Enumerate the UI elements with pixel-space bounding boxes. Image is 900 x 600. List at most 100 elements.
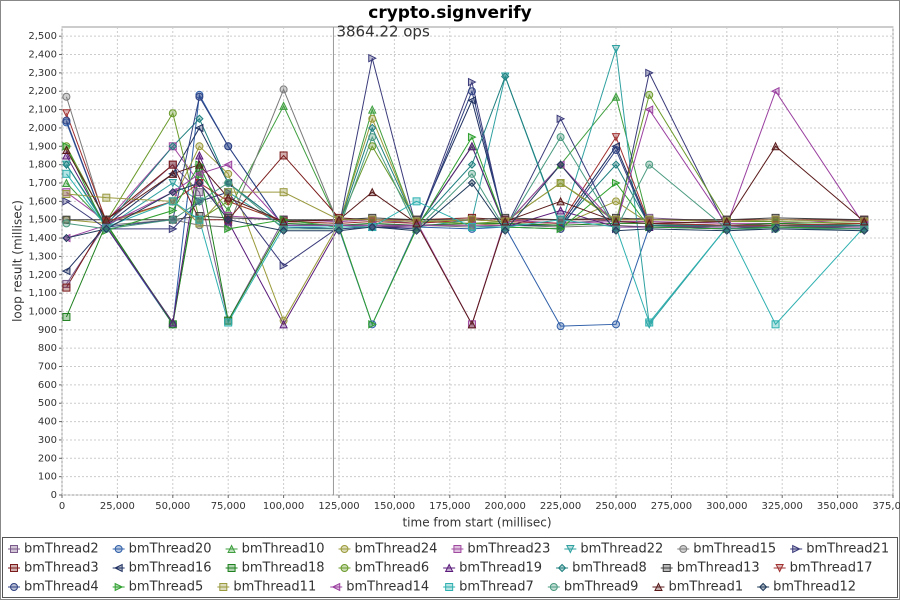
marker [368, 320, 377, 329]
marker [62, 145, 71, 154]
y-tick-label: 1,700 [28, 178, 57, 189]
marker [168, 169, 177, 179]
legend-label: bmThread13 [677, 561, 760, 576]
legend-label: bmThread17 [790, 561, 873, 576]
legend-item: bmThread21 [790, 542, 889, 557]
marker [114, 563, 123, 573]
marker [771, 224, 780, 234]
marker [611, 92, 621, 101]
marker [224, 224, 233, 234]
marker [611, 226, 621, 235]
legend-label: bmThread5 [129, 580, 204, 595]
marker [556, 133, 565, 142]
marker [367, 217, 377, 227]
marker [367, 187, 377, 197]
marker [61, 266, 71, 276]
y-tick-label: 1,900 [28, 141, 57, 152]
marker [195, 169, 204, 178]
marker [453, 545, 462, 553]
marker [168, 179, 178, 188]
marker [679, 545, 688, 553]
marker [195, 150, 204, 160]
marker [62, 150, 71, 160]
legend-label: bmThread3 [24, 561, 99, 576]
marker [412, 197, 421, 206]
marker [168, 142, 178, 151]
marker [227, 544, 236, 553]
marker [645, 90, 654, 99]
legend-item: bmThread6 [338, 561, 429, 576]
marker [62, 178, 71, 187]
marker [611, 133, 621, 142]
marker [223, 160, 233, 169]
marker [340, 564, 349, 572]
marker [645, 318, 654, 327]
marker [859, 216, 869, 226]
marker [611, 216, 621, 226]
marker [467, 169, 476, 178]
marker [279, 151, 288, 160]
x-tick-label: 175,000 [429, 501, 470, 512]
marker [556, 179, 565, 187]
marker [859, 226, 869, 235]
y-tick-label: 500 [38, 398, 57, 409]
legend-label: bmThread21 [806, 542, 889, 557]
marker [62, 169, 71, 178]
y-tick-label: 400 [38, 417, 57, 428]
marker [771, 141, 780, 151]
marker [722, 216, 732, 226]
marker [557, 563, 567, 573]
x-tick-label: 250,000 [595, 501, 636, 512]
marker [279, 226, 288, 235]
marker [279, 85, 288, 94]
marker [612, 178, 621, 188]
legend-label: bmThread22 [580, 542, 663, 557]
legend-label: bmThread7 [459, 580, 534, 595]
y-tick-label: 1,600 [28, 196, 57, 207]
marker [168, 206, 178, 215]
marker [771, 215, 780, 224]
legend-item: bmThread15 [677, 542, 776, 557]
legend-item: bmThread3 [8, 561, 99, 576]
y-tick-label: 700 [38, 362, 57, 373]
marker [223, 215, 233, 224]
legend-label: bmThread2 [24, 542, 99, 557]
marker [644, 218, 654, 228]
marker [168, 109, 177, 118]
y-tick-label: 0 [51, 490, 57, 501]
marker [168, 320, 177, 329]
legend-label: bmThread10 [242, 542, 325, 557]
marker [549, 583, 558, 591]
legend-label: bmThread12 [773, 580, 856, 595]
x-tick-label: 200,000 [485, 501, 526, 512]
marker [612, 145, 620, 154]
y-tick-label: 2,300 [28, 68, 57, 79]
y-tick-label: 2,500 [28, 31, 57, 42]
marker [556, 160, 565, 169]
marker [758, 582, 768, 592]
y-tick-label: 1,100 [28, 288, 57, 299]
marker [10, 583, 18, 591]
marker [62, 233, 71, 243]
legend-label: bmThread1 [668, 580, 743, 595]
marker [467, 160, 477, 169]
legend-item: bmThread1 [652, 580, 743, 595]
x-tick-label: 125,000 [318, 501, 359, 512]
marker [556, 215, 565, 224]
marker [224, 179, 233, 187]
marker [219, 583, 228, 591]
legend-label: bmThread9 [564, 580, 639, 595]
marker [279, 216, 288, 226]
x-tick-label: 300,000 [706, 501, 747, 512]
y-tick-label: 2,400 [28, 50, 57, 61]
marker [195, 188, 204, 197]
marker [279, 101, 288, 110]
x-tick-label: 100,000 [263, 501, 304, 512]
y-tick-label: 2,000 [28, 123, 57, 134]
marker [224, 213, 233, 222]
y-tick-label: 1,300 [28, 251, 57, 262]
marker [556, 322, 565, 331]
legend-item: bmThread5 [112, 580, 204, 595]
marker [195, 178, 204, 188]
